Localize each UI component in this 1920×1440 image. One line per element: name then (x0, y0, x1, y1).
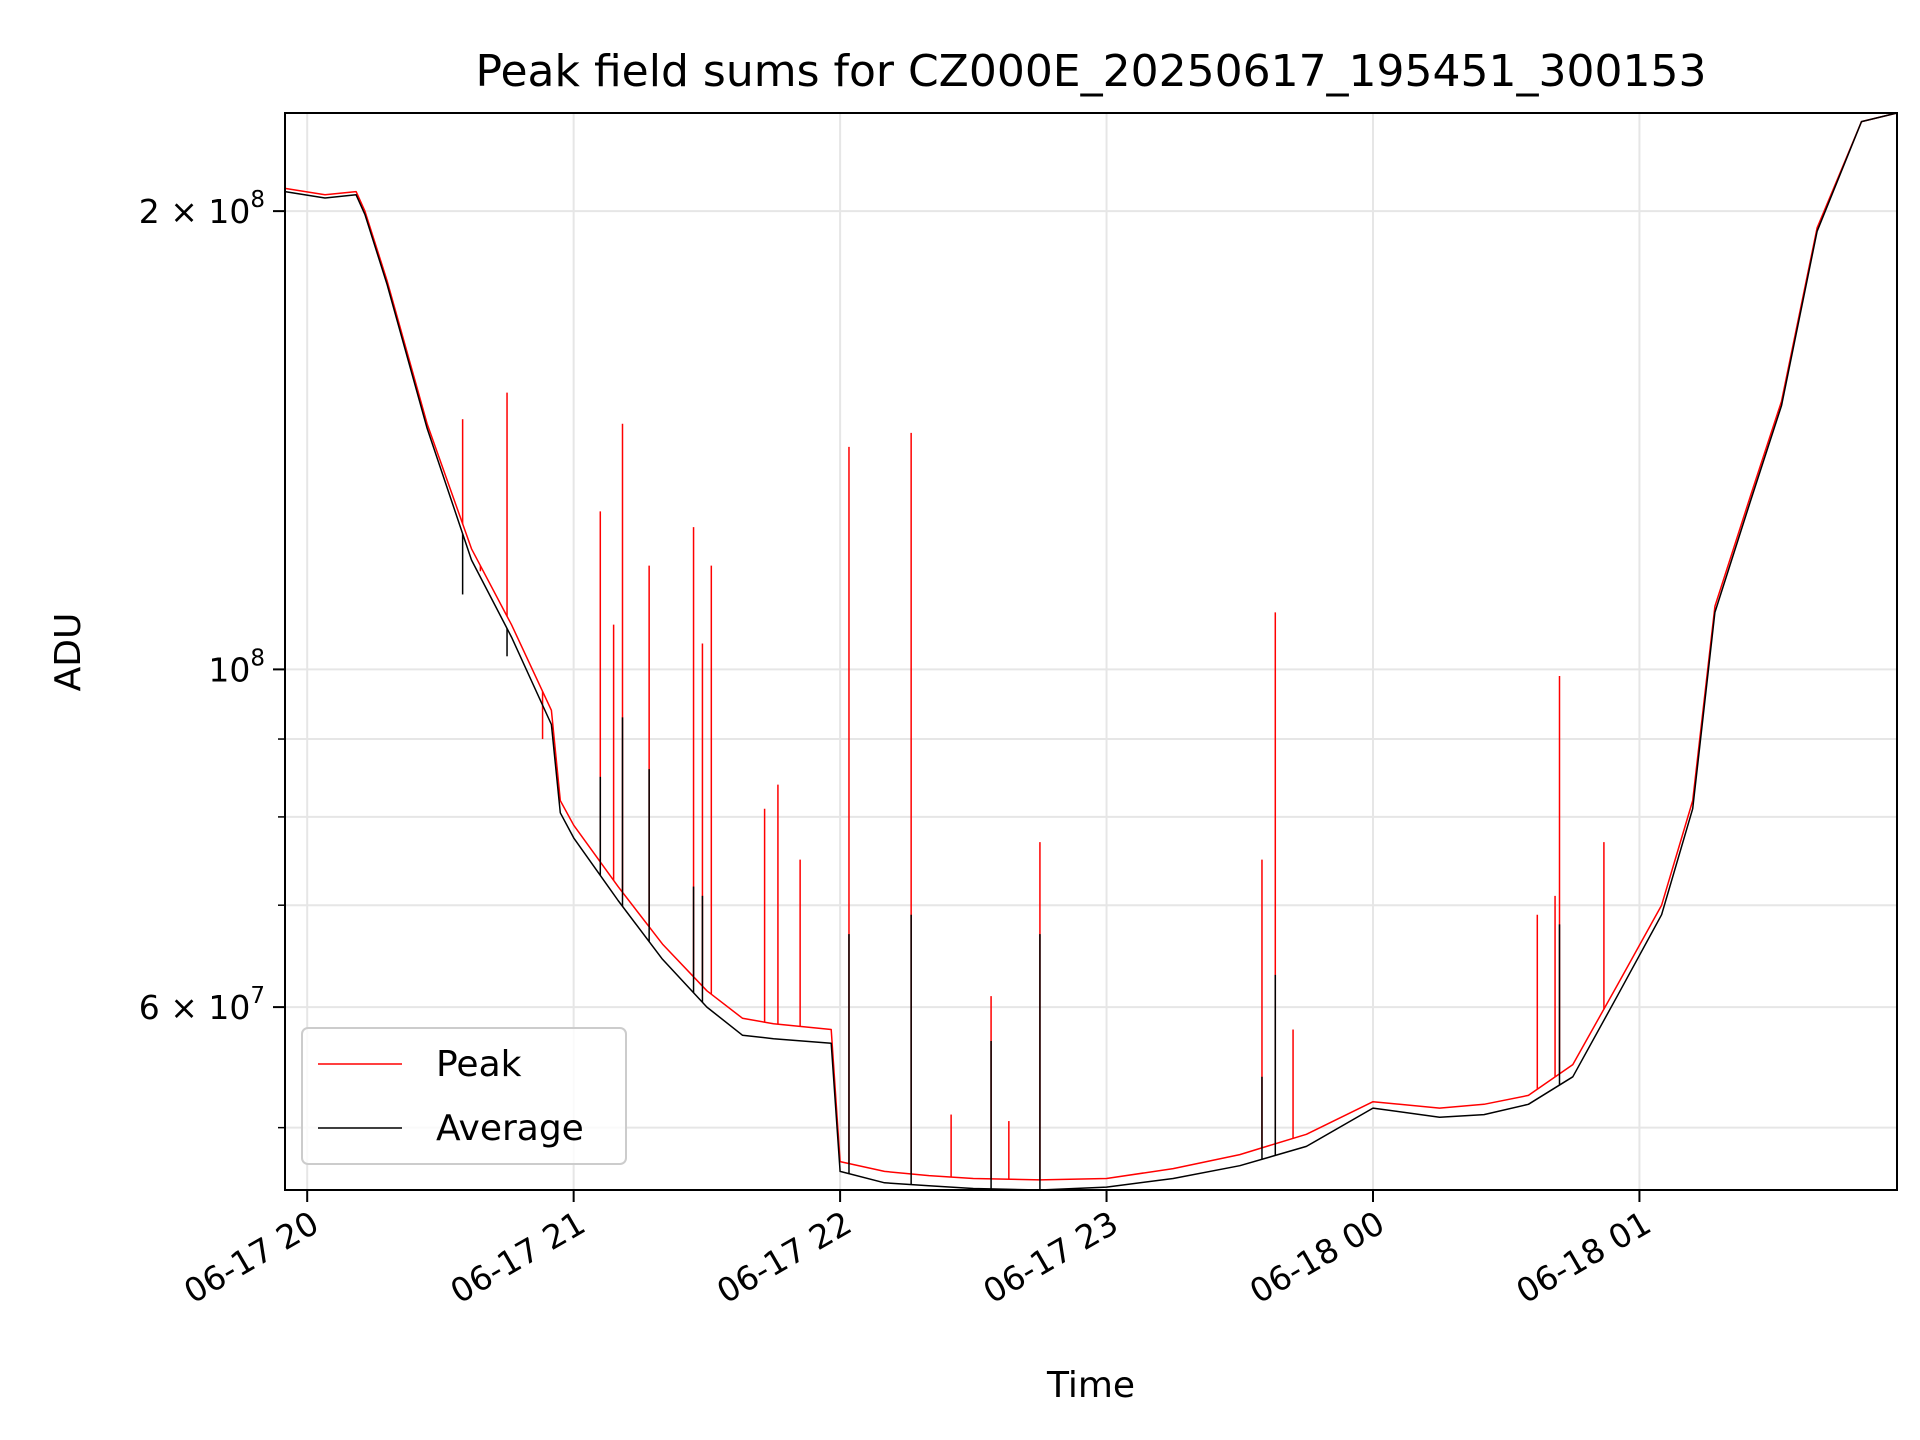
y-tick-label: 6 × 107 (139, 983, 265, 1027)
plot-frame (284, 112, 1898, 1191)
y-tick-base: 10 (208, 650, 250, 689)
y-tick-exponent: 7 (250, 983, 265, 1009)
y-tick-mantissa: 2 × 10 (139, 192, 251, 231)
y-tick-mantissa: 6 × 10 (139, 988, 251, 1027)
y-axis-label: ADU (48, 613, 89, 692)
grid (285, 113, 1897, 1190)
y-tick-exponent: 8 (250, 187, 265, 213)
chart-title: Peak field sums for CZ000E_20250617_1954… (476, 46, 1707, 97)
legend-box (301, 1027, 627, 1165)
legend-label-average: Average (436, 1108, 584, 1149)
y-tick-label: 108 (208, 645, 265, 689)
series-line-average (284, 112, 1898, 1191)
legend: Peak Average (301, 1027, 627, 1165)
series-layer (284, 112, 1898, 1191)
legend-label-peak: Peak (436, 1044, 522, 1085)
y-tick-exponent: 8 (250, 645, 265, 671)
x-axis-label: Time (1046, 1365, 1135, 1406)
y-tick-label: 2 × 108 (139, 187, 265, 231)
